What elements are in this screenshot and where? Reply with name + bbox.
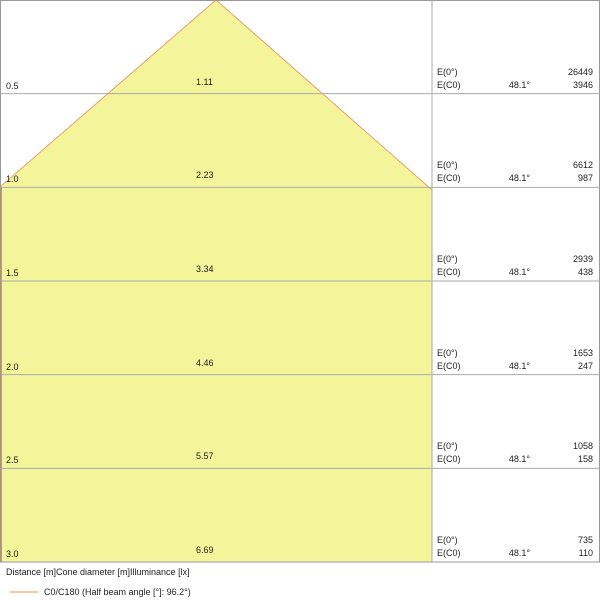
ec0-label: E(C0)	[437, 548, 461, 559]
ec0-value: 438	[577, 267, 593, 277]
cone-edge-c0-c180	[0, 0, 433, 191]
angle-value: 48.1°	[508, 173, 530, 184]
e0-value: 1653	[572, 347, 593, 358]
diameter-label: 2.23	[196, 170, 214, 181]
e0-value: 1058	[572, 441, 593, 452]
angle-value: 48.1°	[508, 79, 530, 90]
angle-value: 48.1°	[508, 548, 530, 559]
e0-label: E(0°)	[437, 160, 458, 171]
e0-value: 735	[577, 535, 593, 546]
distance-label: 0.5	[6, 80, 19, 91]
ec0-value: 247	[577, 360, 593, 371]
e0-value: 2939	[572, 254, 593, 264]
e0-label: E(0°)	[437, 254, 458, 264]
e0-label: E(0°)	[437, 347, 458, 358]
diameter-label: 6.69	[196, 545, 214, 556]
ec0-label: E(C0)	[437, 79, 461, 90]
e0-value: 26449	[567, 66, 593, 77]
footer-columns: Distance [m]Cone diameter [m]Illuminance…	[6, 567, 190, 577]
ec0-value: 110	[578, 548, 593, 559]
diameter-label: 1.11	[196, 76, 213, 87]
ec0-value: 987	[577, 173, 593, 184]
legend-entry: C0/C180 (Half beam angle [°]: 96.2°)	[44, 587, 191, 597]
ec0-label: E(C0)	[437, 173, 461, 184]
diameter-label: 4.46	[196, 357, 214, 368]
distance-label: 3.0	[6, 549, 19, 560]
angle-value: 48.1°	[508, 360, 530, 371]
ec0-label: E(C0)	[437, 454, 461, 465]
e0-label: E(0°)	[437, 66, 458, 77]
angle-value: 48.1°	[508, 267, 530, 277]
ec0-value: 3946	[572, 79, 593, 90]
e0-value: 6612	[572, 160, 593, 171]
distance-label: 2.0	[6, 361, 19, 372]
diameter-label: 3.34	[196, 264, 214, 274]
ec0-label: E(C0)	[437, 360, 461, 371]
ec0-value: 158	[577, 454, 593, 465]
grid-lines	[0, 93, 600, 469]
e0-label: E(0°)	[437, 535, 458, 546]
diameter-label: 5.57	[196, 451, 214, 462]
distance-label: 2.5	[6, 455, 19, 466]
distance-label: 1.0	[6, 174, 19, 185]
angle-value: 48.1°	[508, 454, 530, 465]
ec0-label: E(C0)	[437, 267, 461, 277]
distance-label: 1.5	[6, 268, 19, 278]
e0-label: E(0°)	[437, 441, 458, 452]
